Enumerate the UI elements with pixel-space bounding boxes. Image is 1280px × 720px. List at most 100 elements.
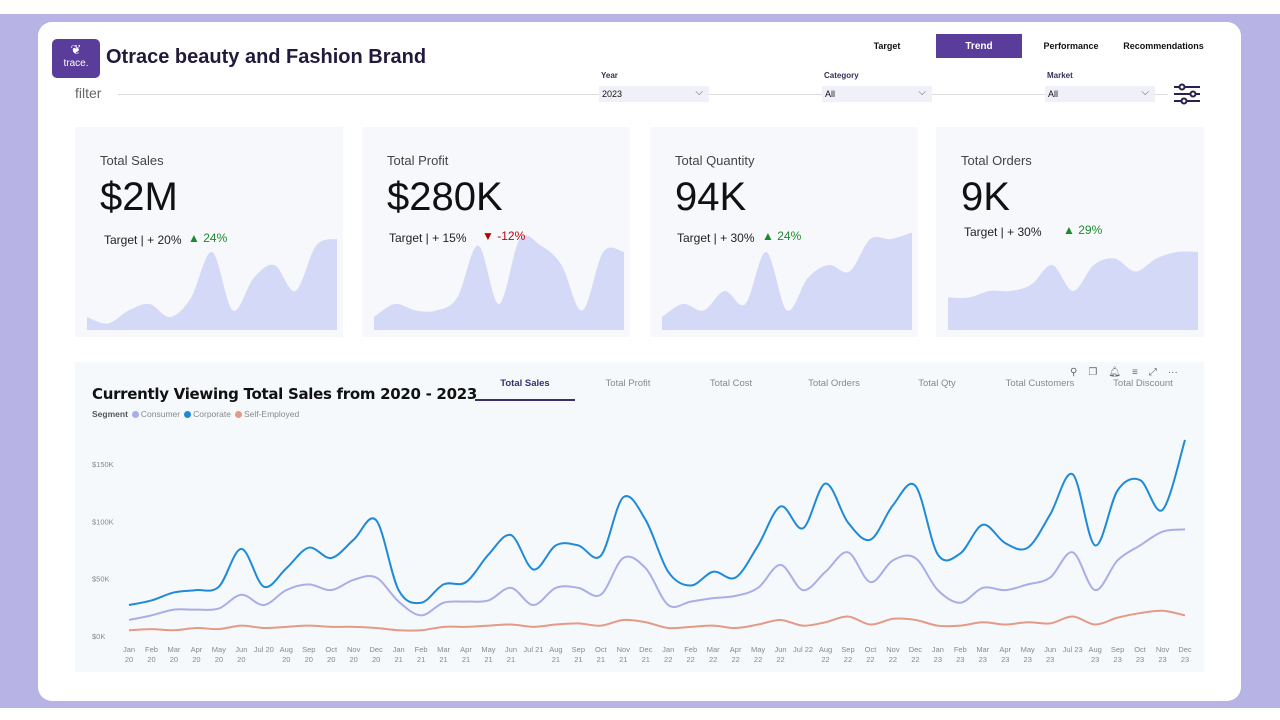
nav-trend[interactable]: Trend [936, 34, 1022, 58]
x-tick-label: Feb 21 [415, 645, 428, 664]
x-tick-label: Jun 21 [505, 645, 517, 664]
filter-label: filter [75, 85, 102, 101]
x-tick-label: Jun 22 [775, 645, 787, 664]
kpi-target: Target | + 30% [677, 231, 755, 245]
x-tick-label: Mar 21 [437, 645, 450, 664]
x-tick-label: Jan 21 [393, 645, 405, 664]
sparkline-area [374, 235, 624, 330]
x-tick-label: Jan 20 [123, 645, 135, 664]
window-bottom-bar [0, 708, 1280, 720]
chart-legend: Segment Consumer Corporate Self-Employed [92, 409, 299, 419]
x-tick-label: May 23 [1021, 645, 1035, 664]
sparkline-path [948, 251, 1198, 330]
market-dropdown[interactable]: All ⌵ [1045, 86, 1155, 102]
sales-line-chart: $0K $50K $100K $150K Jan 20 Feb 20 Mar 20 Apr 20 May… [92, 439, 1192, 664]
x-tick-label: Mar 23 [976, 645, 989, 664]
x-tick-label: Jan 22 [662, 645, 674, 664]
metric-tab-total-sales[interactable]: Total Sales [475, 378, 575, 401]
kpi-card-total-sales: Total Sales $2M Target | + 20% ▲ 24% [75, 127, 343, 337]
x-tick-label: Feb 22 [684, 645, 697, 664]
logo-text: trace. [63, 58, 89, 69]
legend-consumer[interactable]: Consumer [131, 409, 180, 419]
expand-icon[interactable]: ⤢ [1148, 367, 1157, 378]
kpi-card-total-orders: Total Orders 9K Target | + 30% ▲ 29% [936, 127, 1204, 337]
sparkline-path [662, 232, 912, 330]
kpi-value: $280K [387, 175, 503, 219]
bell-icon[interactable]: 🔔︎ [1108, 367, 1121, 378]
market-value: All [1048, 89, 1059, 99]
kpi-target: Target | + 30% [964, 225, 1042, 239]
sparkline-area [662, 232, 912, 330]
x-tick-label: Sep 23 [1111, 645, 1124, 664]
kpi-card-total-profit: Total Profit $280K Target | + 15% ▼ -12% [362, 127, 630, 337]
series-line-corporate[interactable] [128, 439, 1186, 607]
metric-tab-total-cost[interactable]: Total Cost [709, 378, 753, 389]
brand-logo: ❦ trace. [52, 39, 100, 78]
nav-recommendations[interactable]: Recommendations [1123, 41, 1204, 51]
y-tick-label: $50K [92, 575, 110, 584]
nav-performance[interactable]: Performance [1043, 41, 1099, 51]
x-tick-label: Nov 22 [886, 645, 900, 664]
x-tick-label: Jun 23 [1044, 645, 1056, 664]
sparkline-area [87, 239, 337, 330]
x-tick-label: Oct 20 [325, 645, 338, 664]
filter-icon[interactable]: ≡ [1132, 367, 1138, 378]
settings-sliders-icon[interactable] [1172, 83, 1202, 105]
chevron-down-icon: ⌵ [695, 87, 703, 98]
kpi-change: ▼ -12% [482, 229, 526, 243]
window-top-bar [0, 0, 1280, 14]
more-icon[interactable]: ··· [1167, 367, 1178, 378]
chevron-down-icon: ⌵ [918, 87, 926, 98]
arrow-down-icon: ▼ [482, 229, 494, 243]
kpi-change: ▲ 29% [1063, 223, 1103, 237]
copy-icon[interactable]: ❐ [1088, 367, 1098, 378]
x-tick-label: Nov 21 [617, 645, 631, 664]
year-label: Year [601, 71, 618, 80]
x-tick-label: May 22 [751, 645, 765, 664]
arrow-up-icon: ▲ [1063, 223, 1075, 237]
kpi-label: Total Sales [100, 153, 164, 168]
pin-icon[interactable]: ⚲ [1070, 367, 1078, 378]
y-tick-label: $0K [92, 632, 105, 641]
category-value: All [825, 89, 836, 99]
arrow-up-icon: ▲ [762, 229, 774, 243]
metric-tab-total-profit[interactable]: Total Profit [605, 378, 651, 389]
x-tick-label: Dec 21 [639, 645, 653, 664]
sparkline-area [948, 251, 1198, 330]
kpi-label: Total Orders [961, 153, 1032, 168]
metric-tab-total-orders[interactable]: Total Orders [808, 378, 860, 389]
metric-tab-total-qty[interactable]: Total Qty [918, 378, 956, 389]
x-tick-label: Aug 20 [280, 645, 293, 664]
nav-target[interactable]: Target [873, 41, 901, 51]
series-line-consumer[interactable] [128, 528, 1186, 621]
x-tick-label: Dec 22 [909, 645, 923, 664]
y-tick-label: $150K [92, 460, 114, 469]
sparkline-path [374, 235, 624, 330]
series-line-self-employed[interactable] [128, 609, 1186, 632]
x-tick-label: Mar 22 [707, 645, 720, 664]
sparkline-path [87, 239, 337, 330]
x-tick-label: Sep 21 [572, 645, 585, 664]
legend-title: Segment [92, 409, 128, 419]
kpi-card-total-quantity: Total Quantity 94K Target | + 30% ▲ 24% [650, 127, 918, 337]
x-tick-label: Aug 21 [549, 645, 562, 664]
chevron-down-icon: ⌵ [1141, 87, 1149, 98]
category-dropdown[interactable]: All ⌵ [822, 86, 932, 102]
legend-corporate[interactable]: Corporate [184, 409, 231, 419]
x-tick-label: Nov 20 [347, 645, 361, 664]
legend-self-employed[interactable]: Self-Employed [234, 409, 299, 419]
x-tick-label: May 20 [212, 645, 226, 664]
x-tick-label: Jul 20 [254, 645, 274, 654]
metric-tab-total-customers[interactable]: Total Customers [1005, 378, 1075, 389]
x-tick-label: Oct 21 [595, 645, 608, 664]
year-dropdown[interactable]: 2023 ⌵ [599, 86, 709, 102]
kpi-label: Total Quantity [675, 153, 755, 168]
x-tick-label: Feb 20 [145, 645, 158, 664]
kpi-target: Target | + 15% [389, 231, 467, 245]
kpi-value: $2M [100, 175, 178, 219]
x-tick-label: Sep 22 [841, 645, 854, 664]
kpi-value: 94K [675, 175, 747, 219]
x-tick-label: Nov 23 [1156, 645, 1170, 664]
metric-tab-total-discount[interactable]: Total Discount [1113, 378, 1173, 389]
x-tick-label: Apr 21 [460, 645, 472, 664]
